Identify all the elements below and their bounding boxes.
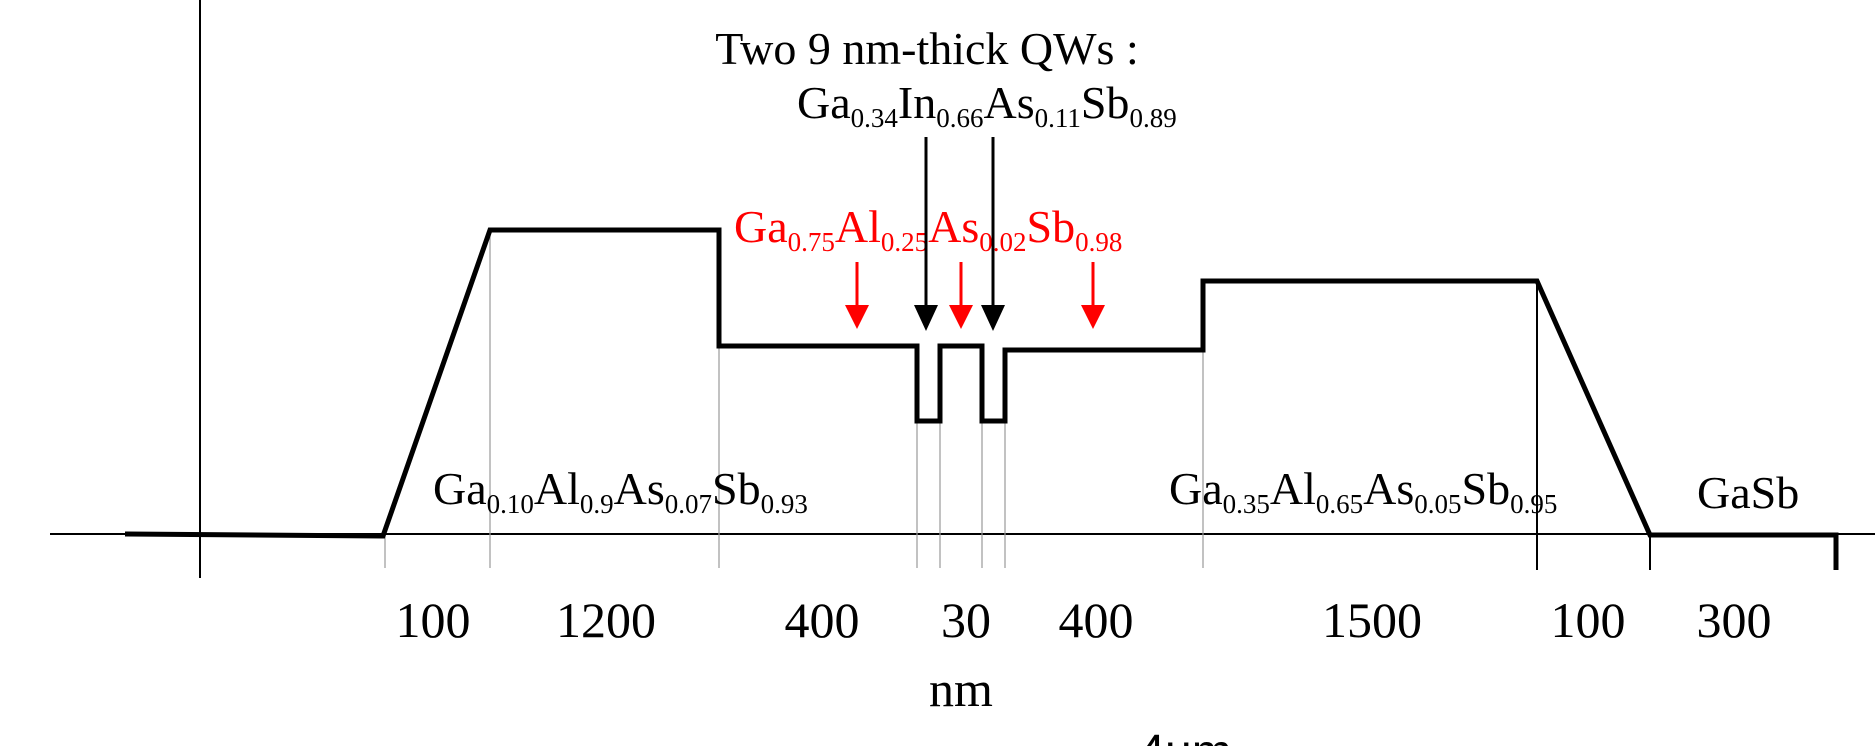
thickness-label: 300: [1697, 592, 1772, 648]
barrier-arrow: [949, 262, 973, 329]
substrate-label: GaSb: [1697, 467, 1799, 518]
qw-title: Two 9 nm-thick QWs :: [715, 23, 1139, 74]
thickness-label: 1200: [556, 592, 656, 648]
qw-composition: Ga0.34In0.66As0.11Sb0.89: [797, 77, 1177, 133]
thickness-label: 30: [941, 592, 991, 648]
barrier-arrow: [1081, 262, 1105, 329]
band-profile: [124, 227, 1839, 570]
barrier-arrow: [845, 262, 869, 329]
left-cladding-composition: Ga0.10Al0.9As0.07Sb0.93: [433, 463, 808, 519]
barrier-composition: Ga0.75Al0.25As0.02Sb0.98: [734, 201, 1122, 257]
layer-boundary-lines: [489, 230, 1204, 568]
thickness-label: 100: [1551, 592, 1626, 648]
qw-arrow: [981, 137, 1005, 331]
total-thickness-label: 4um: [1138, 726, 1231, 746]
thickness-label: 100: [396, 592, 471, 648]
thickness-label: 400: [1059, 592, 1134, 648]
thickness-label: 400: [785, 592, 860, 648]
thickness-label: 1500: [1322, 592, 1422, 648]
unit-label: nm: [929, 661, 993, 717]
qw-arrow: [914, 137, 938, 331]
right-cladding-composition: Ga0.35Al0.65As0.05Sb0.95: [1169, 463, 1557, 519]
